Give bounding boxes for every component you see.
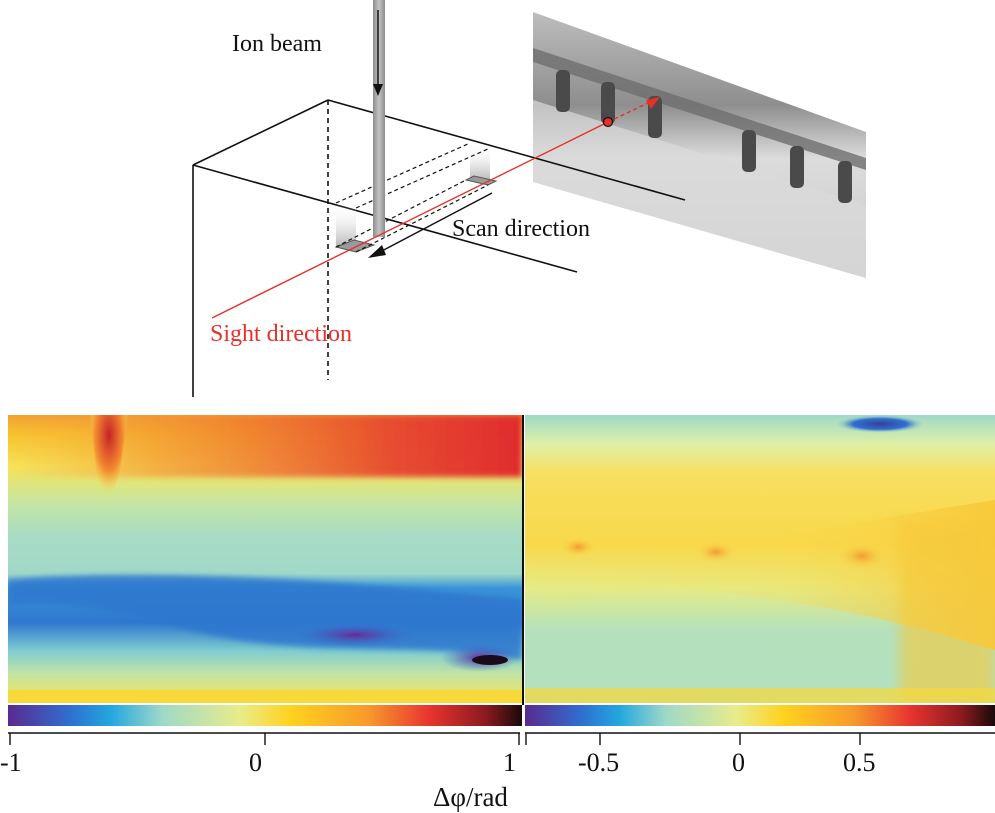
phase-map-left [8,415,522,703]
scan-direction-label: Scan direction [452,216,590,242]
phase-map-right [522,415,995,705]
tick-label-right-neg: -0.5 [578,748,619,777]
tick-label-right-pos: 0.5 [843,748,876,777]
colorbar-axis-left [8,732,520,745]
tick-label-left-zero: 0 [249,748,262,777]
sem-image [533,12,866,278]
sight-direction-line [211,97,660,319]
colorbar-axis-right [525,732,995,745]
colorbar-right [525,705,995,726]
ion-beam-label: Ion beam [232,31,322,57]
ion-beam [373,0,385,237]
tick-label-right-zero: 0 [732,748,745,777]
tick-label-left-min: -1 [0,748,22,777]
colorbar-left [8,705,522,726]
schematic: Ion beam Scan direction Sight direction [192,0,866,397]
scan-direction-arrow [368,192,493,258]
colorbar-axis-label: Δφ/rad [433,782,508,812]
sight-direction-label: Sight direction [210,321,352,347]
tick-label-left-max: 1 [503,748,516,777]
